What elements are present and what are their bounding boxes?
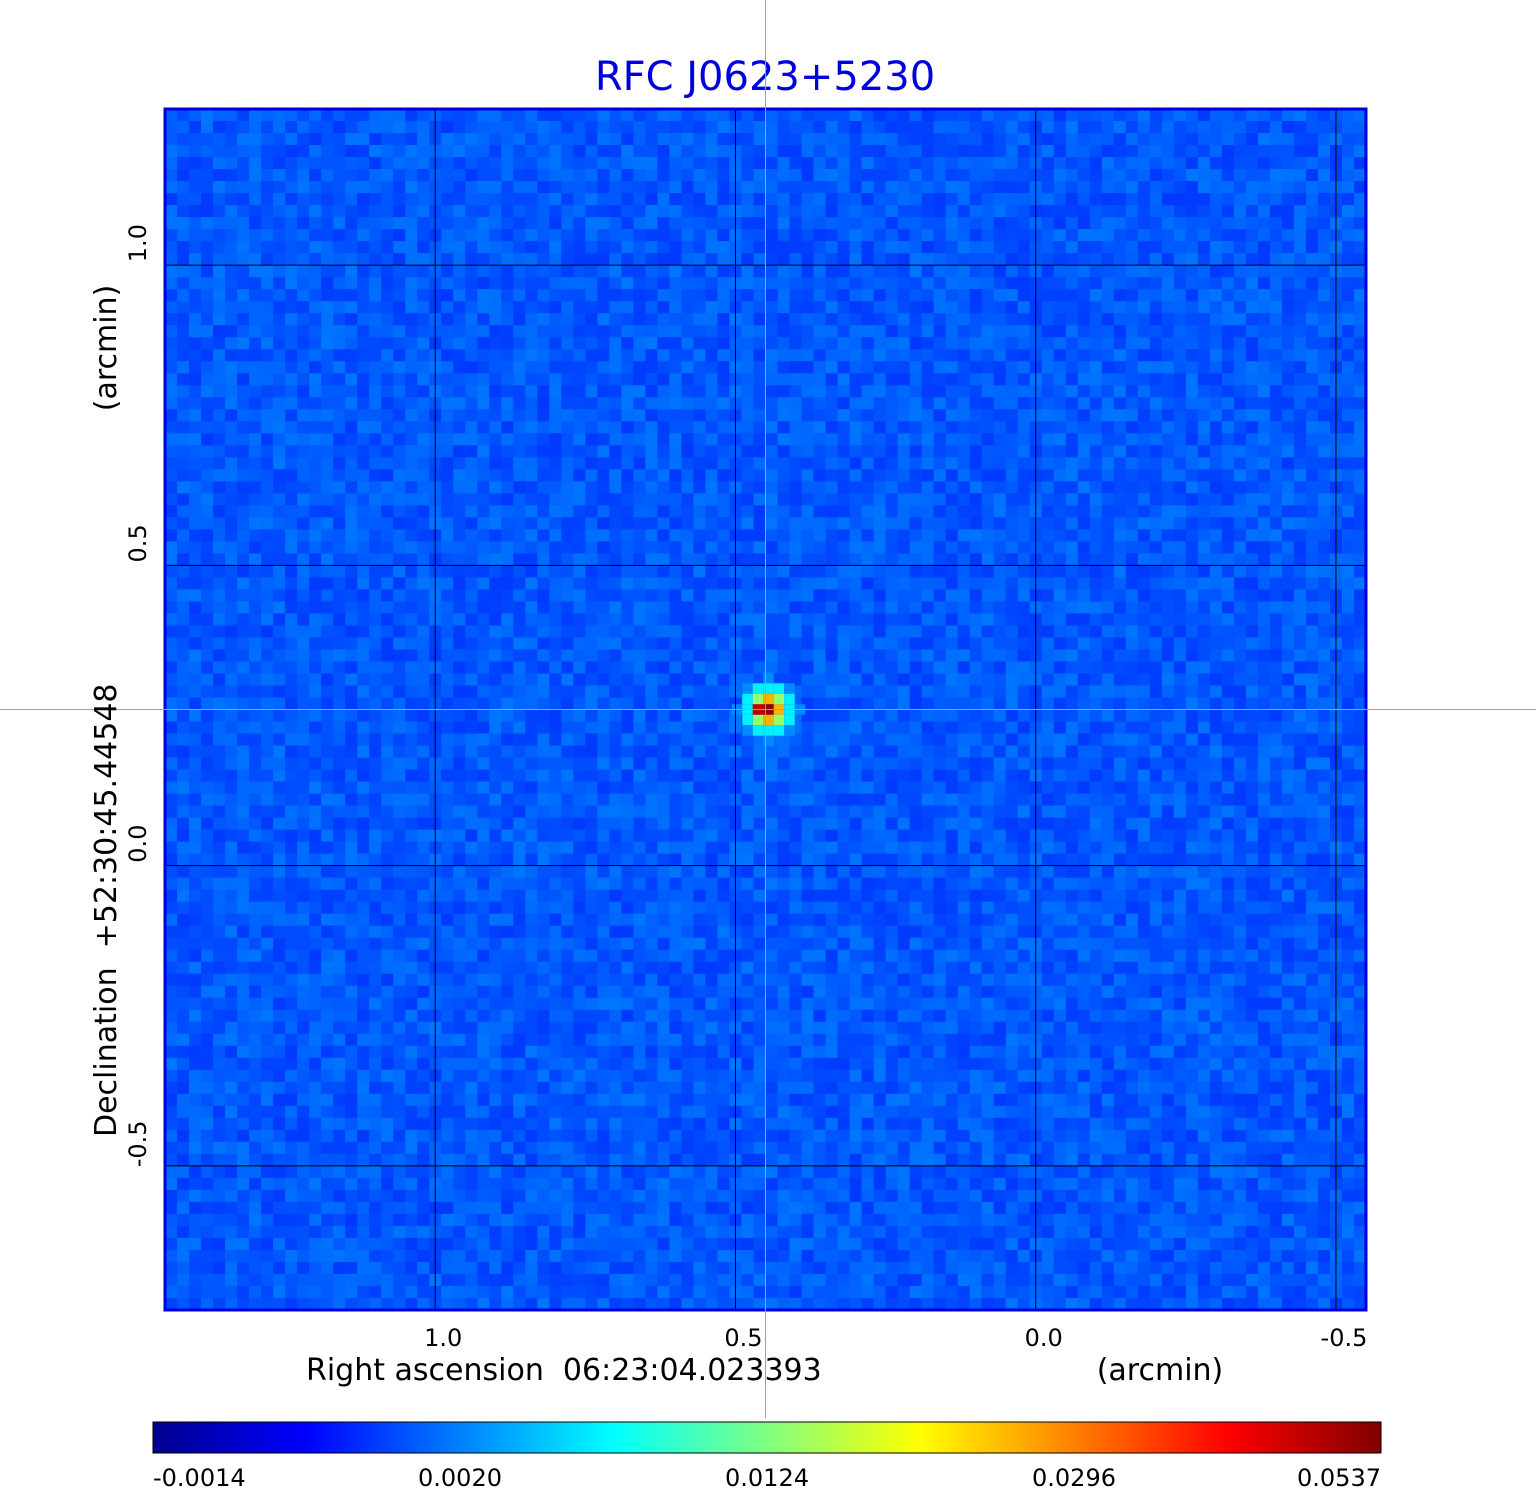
y-tick-label: 0.0: [124, 825, 152, 863]
crosshair: [0, 0, 1536, 1418]
map-image: [165, 109, 1366, 1310]
colorbar-label: 0.0124: [725, 1464, 809, 1492]
colorbar-label: -0.0014: [153, 1464, 246, 1492]
y-axis-unit: (arcmin): [89, 285, 124, 412]
x-axis-label: Right ascension 06:23:04.023393: [306, 1353, 822, 1388]
y-axis-label: Declination +52:30:45.44548: [89, 683, 124, 1137]
y-tick-label: -0.5: [124, 1120, 152, 1167]
colorbar: [152, 1421, 1382, 1454]
colorbar-labels: -0.0014 0.0020 0.0124 0.0296 0.0537: [153, 1464, 1381, 1492]
y-tick-label: 1.0: [124, 224, 152, 262]
y-tick-labels: 1.0 0.5 0.0 -0.5: [124, 224, 152, 1167]
colorbar-label: 0.0537: [1297, 1464, 1381, 1492]
x-tick-label: 0.5: [724, 1324, 762, 1352]
x-tick-label: -0.5: [1321, 1324, 1368, 1352]
colorbar-label: 0.0020: [418, 1464, 502, 1492]
x-axis-unit: (arcmin): [1097, 1353, 1224, 1388]
x-tick-labels: 1.0 0.5 0.0 -0.5: [424, 1324, 1367, 1352]
y-tick-label: 0.5: [124, 524, 152, 562]
x-tick-label: 1.0: [424, 1324, 462, 1352]
x-tick-label: 0.0: [1025, 1324, 1063, 1352]
colorbar-label: 0.0296: [1032, 1464, 1116, 1492]
